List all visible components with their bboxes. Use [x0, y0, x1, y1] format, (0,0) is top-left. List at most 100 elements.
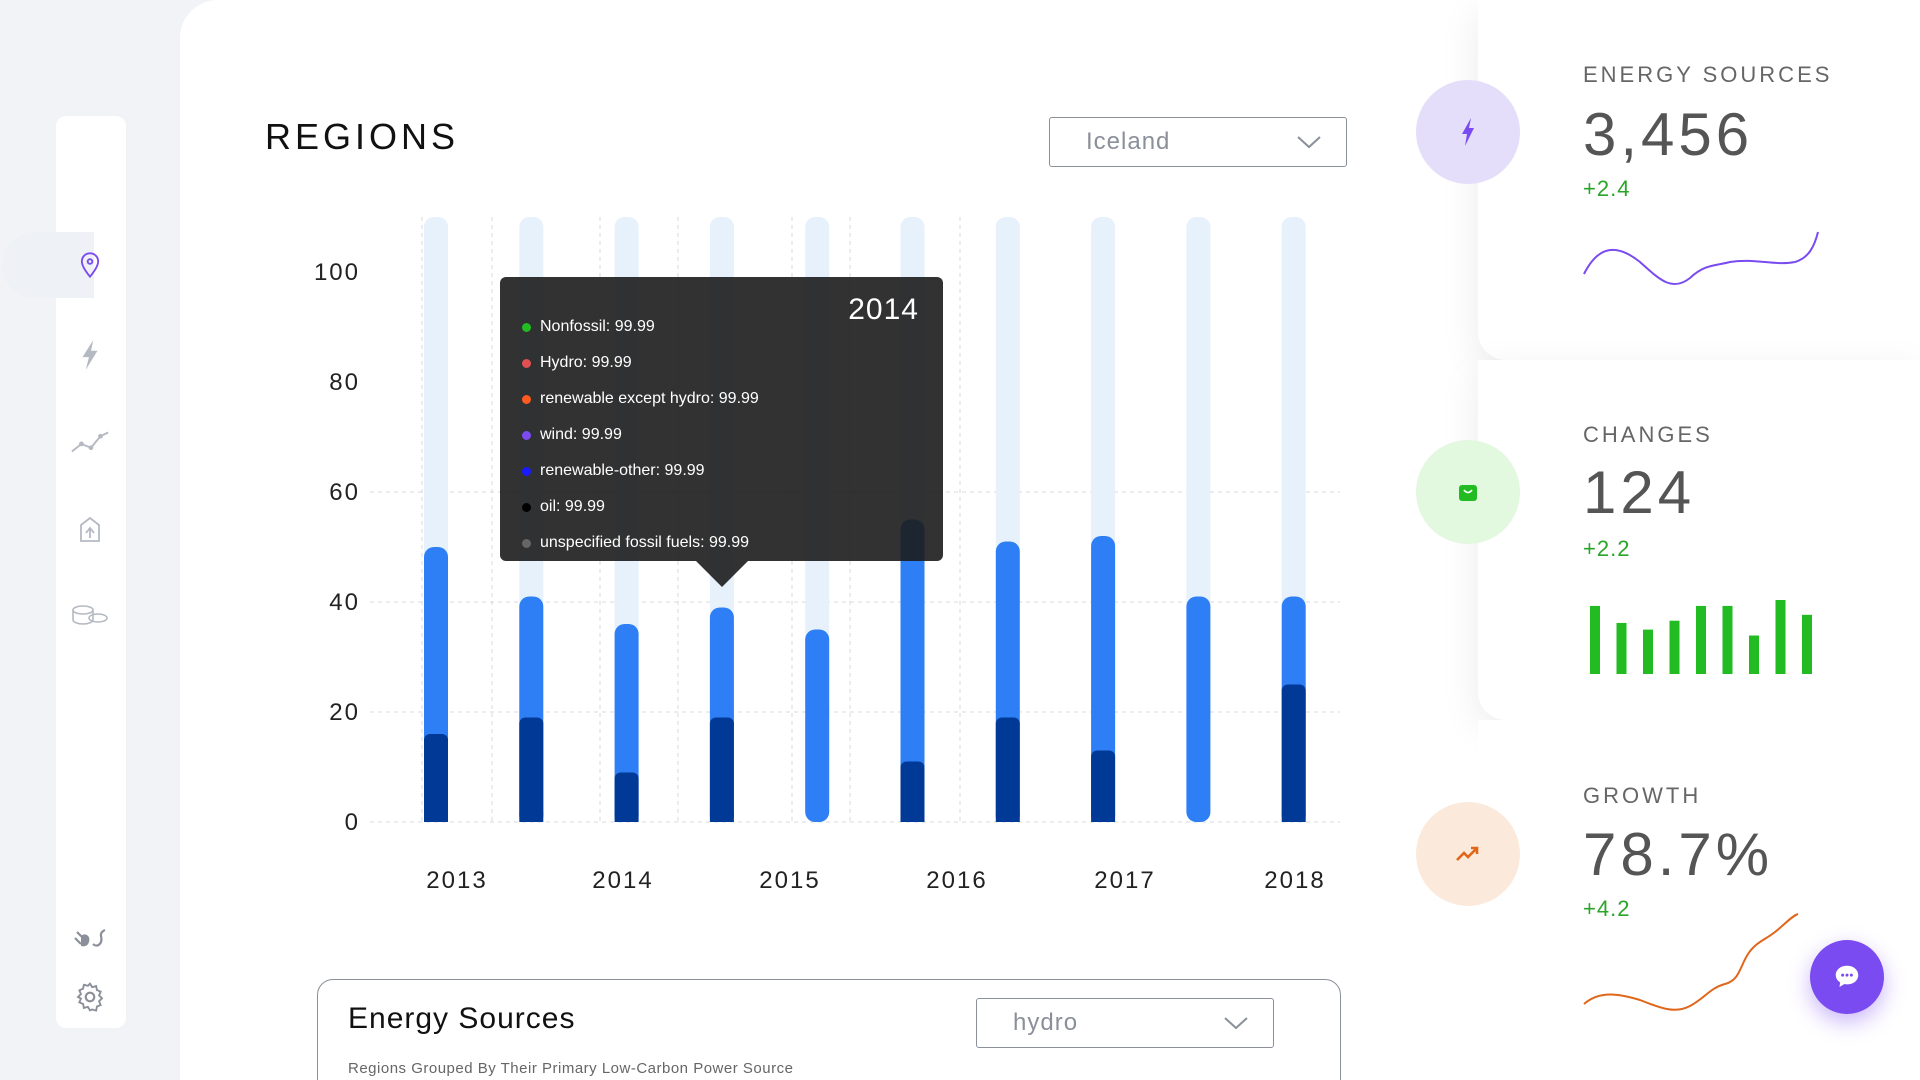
bar-segment-dark	[614, 772, 639, 822]
bar-segment-dark-base	[995, 812, 1020, 822]
energy-sources-subtitle: Regions Grouped By Their Primary Low-Car…	[348, 1060, 794, 1077]
bar-segment-dark-base	[424, 812, 448, 822]
bar-segment-dark-base	[900, 812, 925, 822]
bar-segment-dark	[995, 717, 1020, 822]
energy-source-select-value: hydro	[1013, 1009, 1079, 1036]
coins-icon[interactable]	[70, 596, 110, 636]
bar-segment-dark	[1091, 750, 1116, 822]
stat-circle-growth	[1416, 802, 1520, 906]
gear-icon[interactable]	[70, 977, 110, 1017]
bar-segment-dark	[519, 717, 544, 822]
changes-bar	[1696, 605, 1706, 674]
stat-value-growth: 78.7%	[1583, 821, 1774, 888]
stat-card-growth	[1478, 720, 1920, 1080]
legend-dot	[522, 466, 531, 476]
chevron-down-icon	[1224, 1017, 1248, 1030]
y-tick-label: 0	[345, 809, 360, 836]
stat-value-changes: 124	[1583, 459, 1696, 526]
stat-delta-growth: +4.2	[1583, 896, 1631, 921]
y-tick-label: 40	[329, 589, 360, 616]
tooltip-item-label: Hydro: 99.99	[540, 354, 632, 371]
bar-segment-dark-base	[519, 812, 544, 822]
bar-segment-mid	[805, 629, 830, 822]
stat-delta-changes: +2.2	[1583, 536, 1631, 561]
tooltip-item-label: renewable-other: 99.99	[540, 462, 705, 479]
legend-dot	[522, 502, 531, 512]
tooltip-item-label: wind: 99.99	[540, 426, 622, 443]
tooltip-item: wind: 99.99	[522, 417, 759, 453]
bar-segment-mid	[1186, 596, 1211, 822]
bar-segment-mid	[900, 519, 925, 822]
x-tick-label: 2013	[426, 867, 487, 894]
bar-segment-dark	[1281, 684, 1306, 822]
energy-sources-card: Energy Sources hydro Regions Grouped By …	[317, 979, 1341, 1080]
changes-bar	[1643, 629, 1653, 674]
changes-bar	[1669, 620, 1680, 674]
country-select[interactable]: Iceland	[1049, 117, 1347, 167]
page-title: REGIONS	[265, 116, 460, 157]
y-tick-label: 20	[329, 699, 360, 726]
bar-segment-dark-base	[614, 812, 639, 822]
recycle-icon[interactable]	[70, 510, 110, 550]
stat-label-changes: CHANGES	[1583, 422, 1713, 447]
tooltip-item-label: oil: 99.99	[540, 498, 605, 515]
bar-segment-dark-base	[1091, 812, 1116, 822]
tooltip-item: Nonfossil: 99.99	[522, 309, 759, 345]
x-tick-label: 2014	[592, 867, 653, 894]
tooltip-item: oil: 99.99	[522, 489, 759, 525]
stat-value-energy: 3,456	[1583, 101, 1754, 168]
chevron-down-icon	[1297, 136, 1321, 149]
lightning-icon	[1462, 118, 1474, 146]
legend-dot	[522, 394, 531, 404]
stat-delta-energy: +2.4	[1583, 176, 1631, 201]
energy-sparkline	[1583, 231, 1819, 286]
chat-icon	[1835, 965, 1859, 987]
changes-bar	[1722, 605, 1733, 674]
stat-label-energy: ENERGY SOURCES	[1583, 62, 1833, 87]
changes-bar	[1616, 622, 1627, 674]
tooltip-list: Nonfossil: 99.99 Hydro: 99.99 renewable ex…	[522, 309, 759, 561]
x-tick-label: 2015	[759, 867, 820, 894]
nav-active-highlight	[2, 232, 94, 298]
stat-circle-changes	[1416, 440, 1520, 544]
stat-label-growth: GROWTH	[1583, 783, 1702, 808]
energy-sources-title: Energy Sources	[348, 1002, 576, 1035]
y-tick-label: 100	[314, 259, 360, 286]
chat-button[interactable]	[1810, 940, 1884, 1014]
bar-segment-dark	[424, 734, 448, 822]
changes-bar	[1590, 605, 1600, 674]
lightning-icon[interactable]	[70, 335, 110, 375]
tooltip-item-label: Nonfossil: 99.99	[540, 318, 655, 335]
stat-circle-energy	[1416, 80, 1520, 184]
legend-dot	[522, 322, 531, 332]
bar-segment-dark	[709, 717, 734, 822]
tooltip-item: renewable except hydro: 99.99	[522, 381, 759, 417]
tooltip-item-label: unspecified fossil fuels: 99.99	[540, 534, 750, 551]
map-pin-icon[interactable]	[70, 245, 110, 285]
country-select-value: Iceland	[1086, 128, 1171, 155]
bar-segment-dark	[900, 761, 925, 822]
bar-segment-dark-base	[1281, 812, 1306, 822]
tooltip-item: unspecified fossil fuels: 99.99	[522, 525, 759, 561]
y-tick-label: 80	[329, 369, 360, 396]
legend-dot	[522, 430, 531, 440]
shopping-bag-icon	[1459, 485, 1477, 501]
x-tick-label: 2018	[1264, 867, 1325, 894]
growth-sparkline	[1583, 913, 1799, 1011]
tooltip-item: renewable-other: 99.99	[522, 453, 759, 489]
tooltip-year: 2014	[848, 293, 919, 326]
energy-source-select[interactable]: hydro	[976, 998, 1274, 1048]
chart-tooltip: 2014 Nonfossil: 99.99 Hydro: 99.99 renewab…	[500, 277, 943, 587]
plug-icon[interactable]	[70, 920, 110, 960]
changes-bar	[1749, 635, 1759, 674]
trend-icon[interactable]	[70, 422, 110, 462]
x-tick-label: 2016	[926, 867, 987, 894]
changes-bar	[1775, 600, 1786, 674]
bar-segment-dark-base	[709, 812, 734, 822]
changes-bar-sparkline	[1590, 600, 1812, 674]
changes-bar	[1802, 614, 1812, 674]
tooltip-arrow	[696, 561, 748, 587]
tooltip-item-label: renewable except hydro: 99.99	[540, 390, 759, 407]
trend-up-icon	[1456, 846, 1479, 861]
legend-dot	[522, 538, 531, 548]
